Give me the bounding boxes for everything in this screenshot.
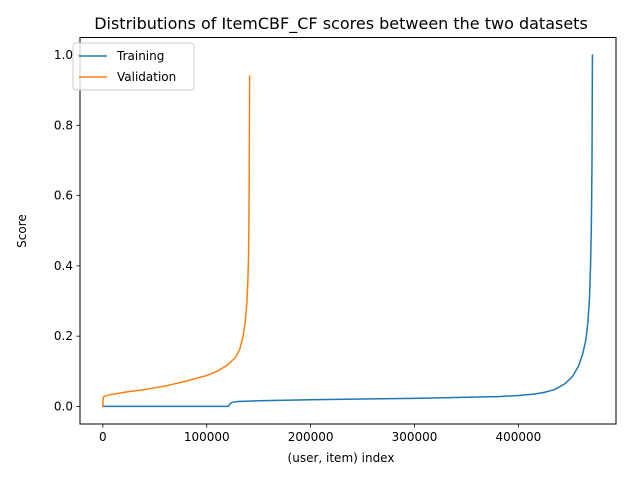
x-tick-label: 0: [99, 430, 107, 444]
x-tick-label: 100000: [184, 430, 230, 444]
plot-frame: [79, 37, 617, 425]
x-tick-label: 300000: [392, 430, 438, 444]
legend: Training Validation: [72, 42, 195, 91]
y-axis-ticks: 0.0 0.2 0.4 0.6 0.8 1.0: [54, 48, 80, 413]
y-tick-label: 1.0: [54, 48, 73, 62]
legend-label-validation: Validation: [117, 70, 176, 84]
chart-title: Distributions of ItemCBF_CF scores betwe…: [94, 14, 588, 34]
y-tick-label: 0.2: [54, 329, 73, 343]
y-tick-label: 0.8: [54, 118, 73, 132]
series-line-validation: [102, 75, 251, 408]
x-tick-label: 400000: [495, 430, 541, 444]
y-tick-label: 0.0: [54, 399, 73, 413]
y-tick-label: 0.4: [54, 259, 73, 273]
legend-box: [72, 42, 195, 91]
x-axis-label: (user, item) index: [288, 451, 395, 465]
x-axis-ticks: 0 100000 200000 300000 400000: [99, 424, 541, 444]
x-tick-label: 200000: [288, 430, 334, 444]
series-line-training: [102, 54, 594, 408]
legend-label-training: Training: [116, 49, 164, 63]
y-tick-label: 0.6: [54, 189, 73, 203]
series-layer: [102, 54, 594, 408]
y-axis-label: Score: [15, 214, 29, 248]
